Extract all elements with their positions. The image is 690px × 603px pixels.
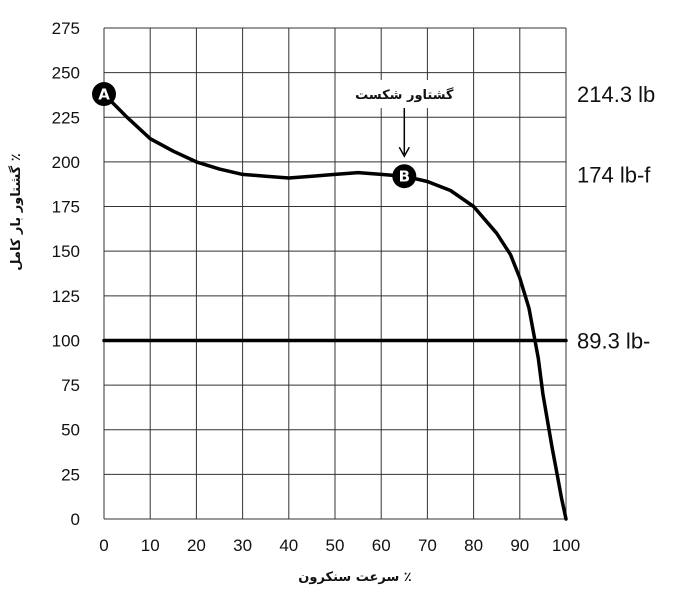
annotation-text: گشتاور شکست [355,87,454,103]
y-tick-label: 75 [61,376,80,395]
x-tick-label: 70 [418,536,437,555]
x-tick-label: 10 [141,536,160,555]
right-axis-label: 89.3 lb- [577,328,650,353]
grid [103,27,567,520]
y-tick-label: 250 [52,64,80,83]
y-tick-label: 150 [52,242,80,261]
point-label-a: A [98,86,110,104]
x-axis-label: ٪ سرعت سنکرون [298,570,411,585]
annotation-arrow-head [398,146,410,158]
x-tick-label: 40 [279,536,298,555]
y-tick-label: 50 [61,421,80,440]
x-tick-label: 0 [99,536,108,555]
point-markers: AB [92,82,417,189]
right-axis-label: 174 lb-f [577,162,651,187]
y-axis-label: ٪ گشتاور بار کامل [8,153,24,270]
x-tick-label: 50 [326,536,345,555]
right-labels: 214.3 lb 174 lb-f 89.3 lb- [577,82,655,353]
y-tick-label: 200 [52,153,80,172]
point-marker-a [92,82,116,107]
right-axis-label: 214.3 lb [577,82,655,107]
y-tick-label: 125 [52,287,80,306]
y-tick-label: 25 [61,465,80,484]
x-tick-label: 90 [510,536,529,555]
annotation-background [344,80,465,109]
x-tick-label: 80 [464,536,483,555]
x-tick-label: 100 [552,536,580,555]
y-tick-label: 275 [52,19,80,38]
y-tick-label: 100 [52,331,80,350]
tick-labels: 0 10 20 30 40 50 60 70 80 90 100 0 25 50 75 100 125 150 17… [52,19,581,555]
point-label-b: B [399,168,410,186]
y-tick-label: 225 [52,108,80,127]
x-tick-label: 60 [372,536,391,555]
annotations: گشتاور شکست [344,80,465,158]
x-tick-label: 20 [187,536,206,555]
y-tick-label: 0 [71,510,80,529]
point-marker-b [392,164,417,189]
y-tick-label: 175 [52,198,80,217]
x-tick-label: 30 [233,536,252,555]
